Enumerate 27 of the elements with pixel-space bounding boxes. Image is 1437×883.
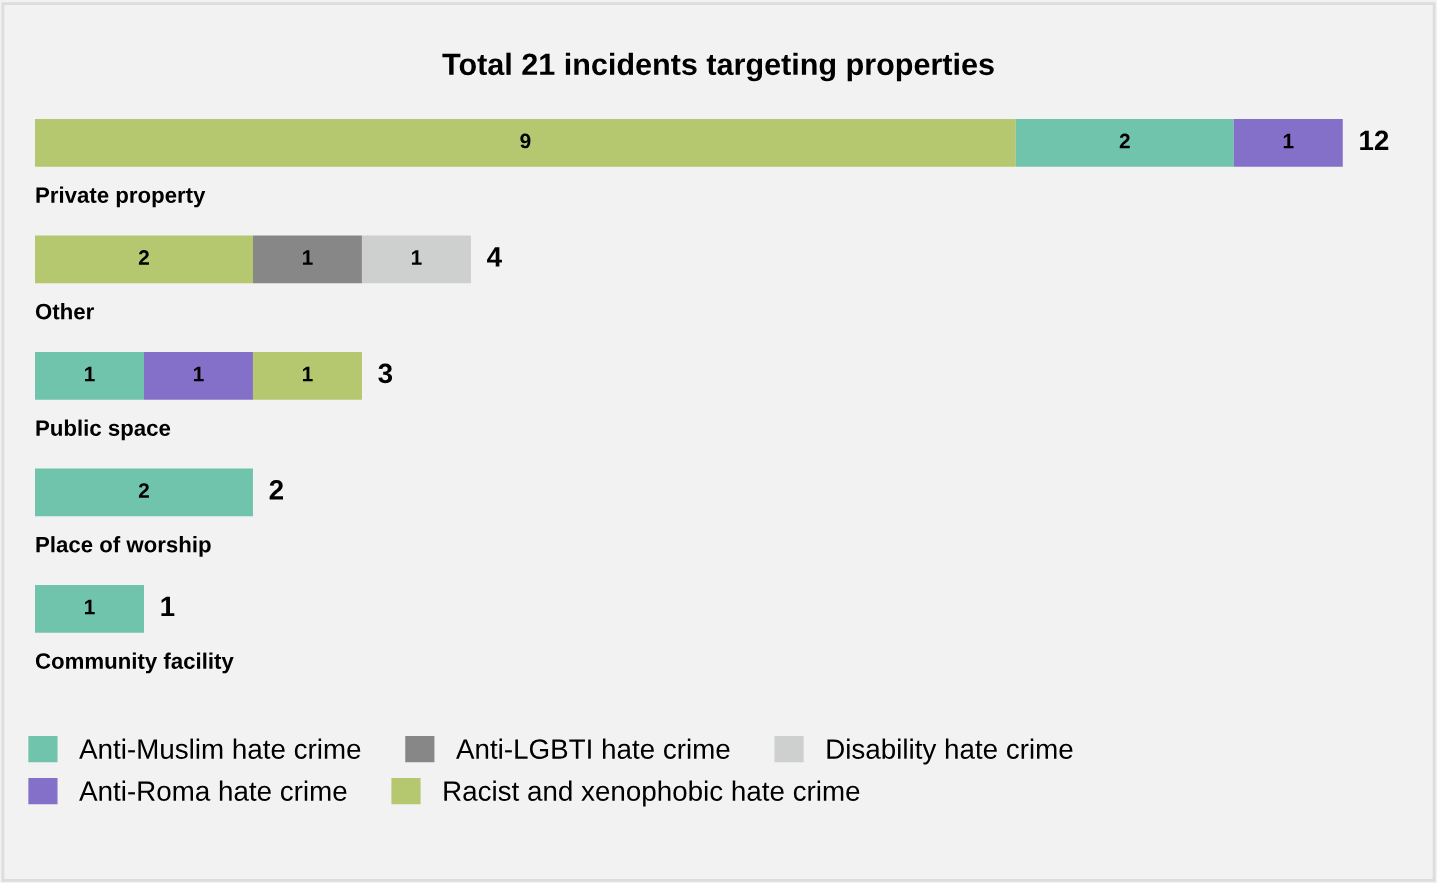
total-label: 3 [378, 363, 393, 384]
data-label: 1 [193, 366, 204, 382]
data-label: 1 [302, 250, 313, 265]
data-label: 1 [302, 366, 313, 382]
y-tick-label: Public space [36, 419, 171, 441]
chart-title: Total 21 incidents targeting properties [442, 52, 994, 82]
y-tick-label: Private property [36, 186, 206, 208]
legend-label: Anti-Roma hate crime [79, 780, 347, 801]
total-label: 2 [269, 480, 283, 500]
data-label: 1 [411, 250, 422, 265]
data-label: 2 [138, 483, 149, 498]
legend-label: Racist and xenophobic hate crime [444, 780, 860, 807]
data-label: 1 [1283, 133, 1294, 149]
data-label: 2 [1119, 133, 1130, 149]
total-label: 4 [487, 247, 502, 267]
y-tick-label: Place of worship [36, 536, 211, 557]
legend-label: Anti-Muslim hate crime [79, 738, 361, 759]
data-label: 1 [85, 366, 95, 382]
legend-label: Anti-LGBTI hate crime [456, 738, 730, 759]
total-label: 12 [1360, 130, 1389, 150]
data-label: 2 [138, 250, 149, 265]
total-label: 1 [161, 596, 175, 616]
legend-label: Disability hate crime [827, 738, 1073, 765]
data-label: 1 [85, 599, 95, 615]
data-label: 9 [520, 133, 531, 149]
y-tick-label: Community facility [35, 652, 234, 674]
y-tick-label: Other [35, 303, 94, 320]
